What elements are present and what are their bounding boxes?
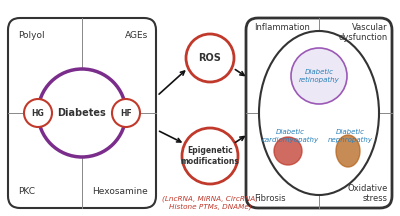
Text: Diabetic
cardiomyopathy: Diabetic cardiomyopathy xyxy=(262,129,318,143)
Polygon shape xyxy=(52,81,74,109)
Text: Oxidative
stress: Oxidative stress xyxy=(348,184,388,203)
FancyBboxPatch shape xyxy=(8,18,156,208)
Polygon shape xyxy=(90,81,112,109)
Circle shape xyxy=(186,34,234,82)
FancyBboxPatch shape xyxy=(246,18,392,208)
Text: Diabetic
retinopathy: Diabetic retinopathy xyxy=(299,69,339,83)
Circle shape xyxy=(274,137,302,165)
Text: Epigenetic
modifications: Epigenetic modifications xyxy=(180,146,240,166)
Text: (LncRNA, MiRNA, CircRNA,
Histone PTMs, DNAMe): (LncRNA, MiRNA, CircRNA, Histone PTMs, D… xyxy=(162,196,258,210)
Circle shape xyxy=(182,128,238,184)
Circle shape xyxy=(112,99,140,127)
Circle shape xyxy=(38,69,126,157)
Text: Vascular
dysfunction: Vascular dysfunction xyxy=(339,23,388,42)
Text: Diabetes: Diabetes xyxy=(58,108,106,118)
Text: PKC: PKC xyxy=(18,187,35,196)
Text: Hexosamine: Hexosamine xyxy=(92,187,148,196)
Polygon shape xyxy=(52,117,74,146)
Polygon shape xyxy=(90,117,112,146)
Text: Polyol: Polyol xyxy=(18,31,45,40)
Ellipse shape xyxy=(336,135,360,167)
Ellipse shape xyxy=(259,31,379,195)
Text: Diabetic
nephropathy: Diabetic nephropathy xyxy=(328,129,372,143)
Text: Fibrosis: Fibrosis xyxy=(254,194,286,203)
Text: AGEs: AGEs xyxy=(125,31,148,40)
Text: Inflammation: Inflammation xyxy=(254,23,310,32)
Text: ROS: ROS xyxy=(198,53,222,63)
Text: HG: HG xyxy=(32,108,44,118)
Text: HF: HF xyxy=(120,108,132,118)
Circle shape xyxy=(291,48,347,104)
Circle shape xyxy=(24,99,52,127)
